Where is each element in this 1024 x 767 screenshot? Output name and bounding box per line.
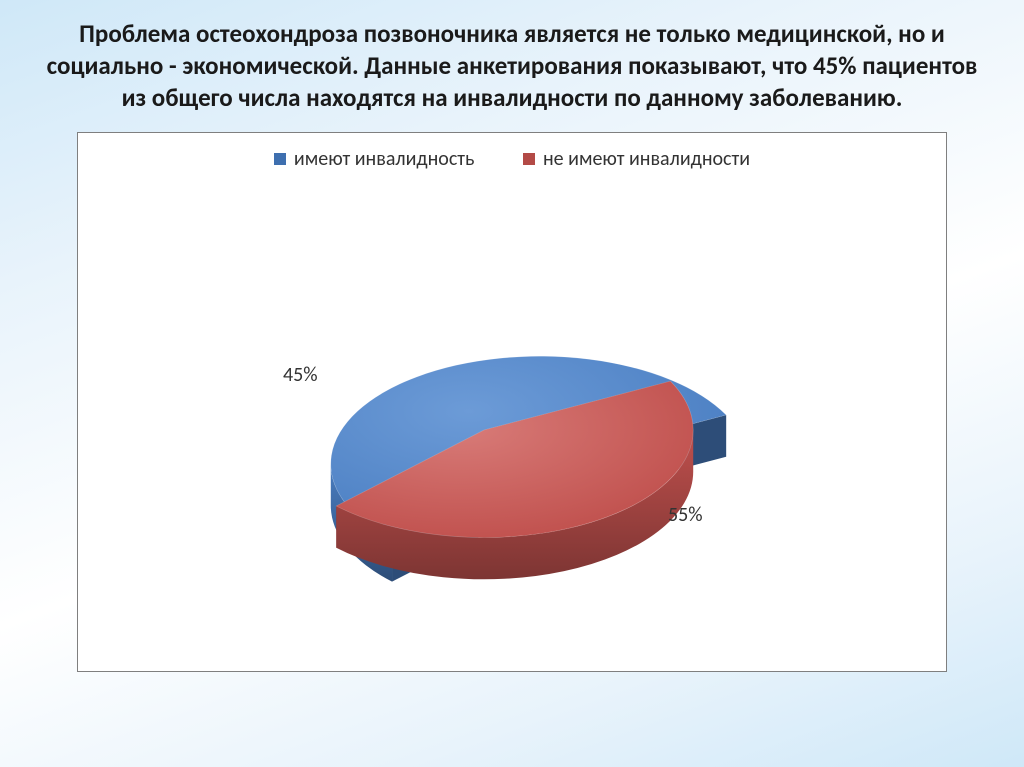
page-title: Проблема остеохондроза позвоночника явля…: [42, 18, 982, 114]
chart-frame: имеют инвалидность не имеют инвалидности…: [77, 132, 947, 672]
legend-label-blue: имеют инвалидность: [294, 147, 475, 171]
chart-legend: имеют инвалидность не имеют инвалидности: [78, 147, 946, 171]
legend-item-red: не имеют инвалидности: [523, 147, 750, 171]
legend-swatch-red: [523, 153, 535, 165]
legend-label-red: не имеют инвалидности: [543, 147, 750, 171]
pie-svg: [98, 193, 926, 649]
slice-label-red: 45%: [283, 363, 318, 387]
legend-swatch-blue: [274, 153, 286, 165]
slice-label-blue: 55%: [668, 503, 703, 527]
pie-plot: 45% 55%: [98, 193, 926, 649]
legend-item-blue: имеют инвалидность: [274, 147, 475, 171]
